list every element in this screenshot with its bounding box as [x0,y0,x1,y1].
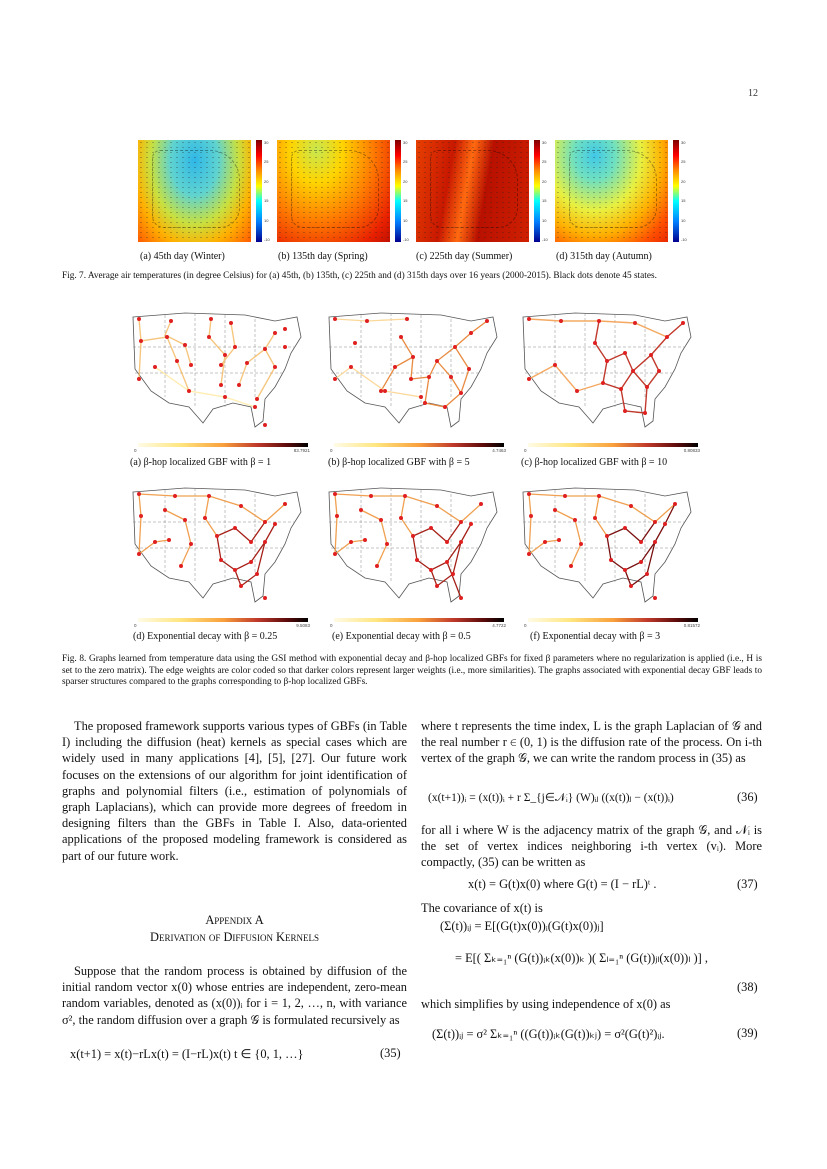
fig7-subfigure-b: 30 25 20 15 10 -10 [277,140,417,244]
fig8-subfigure-f: 0 0.81572 [510,482,702,632]
graph-map [132,312,302,428]
colorbar [334,443,504,447]
colorbar [138,443,308,447]
fig7-subcaption-a: (a) 45th day (Winter) [140,251,225,262]
fig8-subcaption-f: (f) Exponential decay with β = 3 [530,631,661,642]
fig8-subcaption-a: (a) β-hop localized GBF with β = 1 [130,457,272,468]
colorbar [334,618,504,622]
page-number: 12 [748,88,758,99]
fig7-subcaption-d: (d) 315th day (Autumn) [556,251,652,262]
colorbar [673,140,679,242]
equation-38-line1: (Σ(t))ᵢⱼ = E[(G(t)x(0))ᵢ(G(t)x(0))ⱼ] [440,919,604,933]
left-column-para2: Suppose that the random process is obtai… [62,964,407,1027]
fig7-subcaption-b: (b) 135th day (Spring) [278,251,368,262]
fig8-subfigure-d: 0 9.5083 [120,482,312,632]
graph-map [328,312,498,428]
colorbar [138,618,308,622]
graph-map [522,487,692,603]
heatmap-spring [277,140,390,242]
fig7-subfigure-c: 30 25 20 15 10 -10 [416,140,556,244]
fig7-subfigure-a: 30 25 20 15 10 -10 [138,140,278,244]
fig8-subfigure-b: 0 4.7463 [316,307,508,457]
fig8-subfigure-e: 0 4.7722 [316,482,508,632]
right-column-para2: for all i where W is the adjacency matri… [421,823,762,870]
equation-35-number: (35) [380,1046,401,1060]
fig7-subcaption-c: (c) 225th day (Summer) [416,251,513,262]
fig8-subcaption-c: (c) β-hop localized GBF with β = 10 [521,457,668,468]
right-column-para1: where t represents the time index, L is … [421,719,762,766]
colorbar [534,140,540,242]
right-column-para4: which simplifies by using independence o… [421,997,671,1011]
graph-map [328,487,498,603]
equation-37-number: (37) [737,877,758,891]
equation-35: x(t+1) = x(t)−rLx(t) = (I−rL)x(t) t ∈ {0… [70,1047,304,1061]
equation-38-number: (38) [737,980,758,994]
fig7-caption: Fig. 7. Average air temperatures (in deg… [62,271,657,281]
fig8-subfigure-c: 0 0.80833 [510,307,702,457]
appendix-subtitle: Derivation of Diffusion Kernels [150,930,319,944]
fig8-subcaption-d: (d) Exponential decay with β = 0.25 [133,631,278,642]
equation-39: (Σ(t))ᵢⱼ = σ² Σₖ₌₁ⁿ ((G(t))ᵢₖ(G(t))ₖⱼ) =… [432,1027,665,1041]
heatmap-winter [138,140,251,242]
colorbar [256,140,262,242]
appendix-title: Appendix A [205,913,264,927]
fig7-subfigure-d: 30 25 20 15 10 -10 [555,140,695,244]
colorbar [528,443,698,447]
equation-39-number: (39) [737,1026,758,1040]
right-column-para3: The covariance of x(t) is [421,901,543,915]
left-column-para1: The proposed framework supports various … [62,719,407,863]
equation-37: x(t) = G(t)x(0) where G(t) = (I − rL)ᵗ . [468,877,657,891]
heatmap-summer [416,140,529,242]
colorbar [528,618,698,622]
graph-map [522,312,692,428]
fig8-subcaption-b: (b) β-hop localized GBF with β = 5 [328,457,470,468]
heatmap-autumn [555,140,668,242]
fig8-subcaption-e: (e) Exponential decay with β = 0.5 [332,631,471,642]
graph-map [132,487,302,603]
colorbar [395,140,401,242]
equation-38-line2: = E[( Σₖ₌₁ⁿ (G(t))ᵢₖ(x(0))ₖ )( Σₗ₌₁ⁿ (G(… [455,951,708,965]
fig8-caption: Fig. 8. Graphs learned from temperature … [62,654,762,687]
equation-36-number: (36) [737,790,758,804]
equation-36: (x(t+1))ᵢ = (x(t))ᵢ + r Σ_{j∈𝒩ᵢ} (W)ᵢⱼ (… [428,792,674,804]
fig8-subfigure-a: 0 83.7921 [120,307,312,457]
